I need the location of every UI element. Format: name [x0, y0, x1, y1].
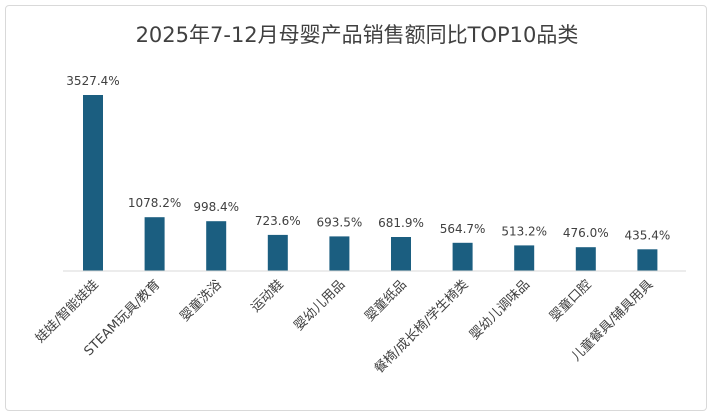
x-tick-label: 娃娃/智能娃娃	[33, 277, 102, 346]
bar	[206, 221, 227, 271]
x-tick-label: 婴童纸品	[362, 277, 410, 325]
x-tick-label: 婴幼儿用品	[292, 277, 349, 334]
bar	[637, 249, 658, 271]
bar	[452, 242, 473, 271]
x-tick-label: 婴童口腔	[547, 277, 595, 325]
data-label: 693.5%	[317, 215, 363, 229]
data-label: 513.2%	[501, 224, 547, 238]
data-label: 435.4%	[625, 228, 671, 242]
data-label: 3527.4%	[66, 74, 119, 88]
bar	[267, 234, 288, 271]
bar	[514, 245, 535, 271]
data-label: 564.7%	[440, 222, 486, 236]
chart-title: 2025年7-12月母婴产品销售额同比TOP10品类	[136, 23, 579, 47]
x-tick-label: 婴幼儿调味品	[467, 277, 533, 343]
chart-frame	[5, 5, 707, 411]
bars-group	[83, 95, 658, 271]
data-label: 1078.2%	[128, 196, 181, 210]
data-label: 723.6%	[255, 214, 301, 228]
bar	[391, 237, 411, 271]
bar	[83, 95, 103, 271]
data-labels-group: 3527.4% 1078.2% 998.4% 723.6% 693.5% 681.9% 56…	[66, 74, 670, 242]
x-tick-label: 运动鞋	[248, 277, 287, 316]
bar	[329, 236, 350, 271]
x-tick-label: 婴童洗浴	[177, 277, 225, 325]
bar	[575, 247, 596, 271]
data-label: 998.4%	[193, 200, 239, 214]
data-label: 476.0%	[563, 226, 609, 240]
data-label: 681.9%	[378, 216, 424, 230]
bar	[144, 217, 165, 271]
